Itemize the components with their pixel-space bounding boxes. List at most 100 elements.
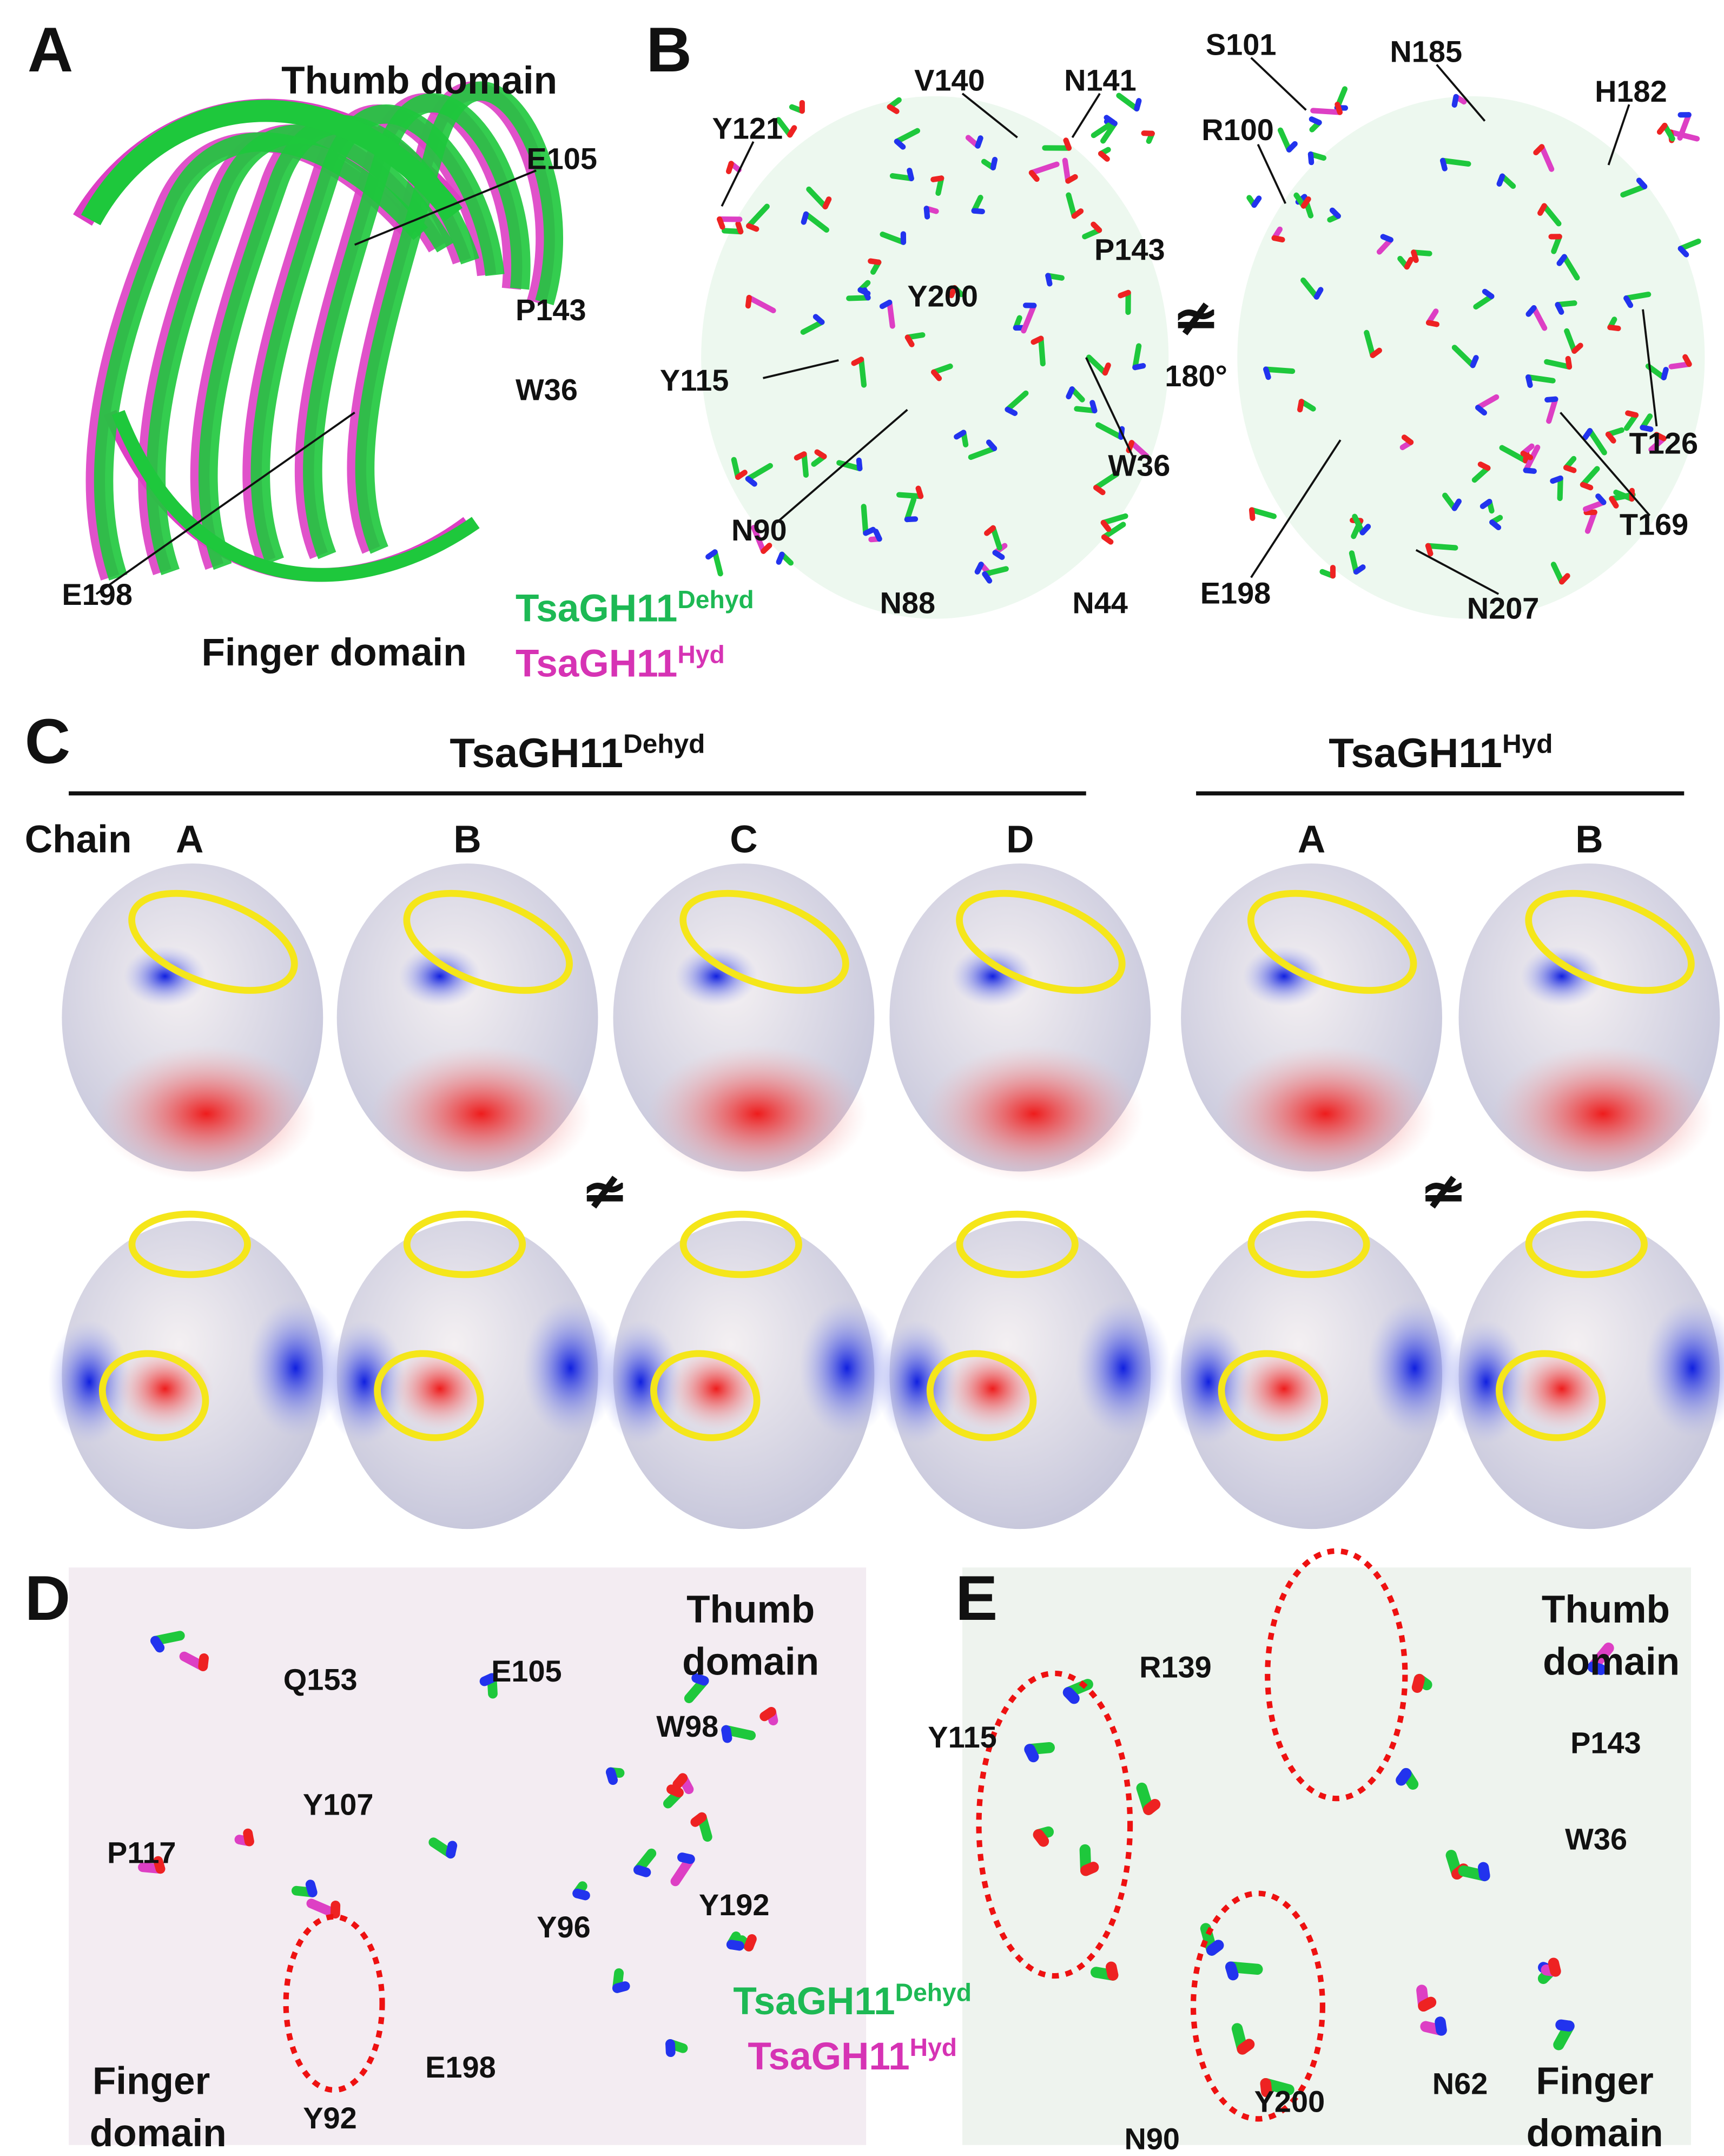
callout: [763, 359, 839, 379]
stick: [1499, 445, 1529, 464]
stick: [1584, 509, 1597, 534]
stick: [1520, 451, 1534, 460]
stick: [1263, 366, 1271, 380]
patch: [123, 946, 207, 1007]
stick: [1555, 302, 1564, 315]
label: W36: [516, 373, 578, 407]
stick: [1093, 485, 1106, 496]
stick: [1525, 305, 1537, 317]
stick: [1541, 203, 1562, 227]
legend-sup: Hyd: [1502, 728, 1553, 759]
artwork: ≄ ≄ ≄: [48, 57, 1724, 2145]
label: V140: [914, 63, 985, 97]
stick: [153, 1856, 166, 1874]
label: Y200: [907, 279, 978, 313]
dashed-highlight: [1190, 1890, 1325, 2122]
stick: [1489, 519, 1502, 531]
label: D: [25, 1562, 70, 1633]
stick: [880, 232, 907, 245]
label: Finger: [93, 2060, 210, 2103]
stick: [1286, 141, 1298, 153]
stick: [1132, 363, 1146, 371]
legend-sup: Hyd: [677, 640, 724, 668]
stick: [606, 1767, 618, 1785]
callout: [1257, 144, 1286, 204]
stick: [746, 223, 759, 232]
stick: [904, 497, 917, 523]
stick: [745, 476, 757, 487]
stick: [1106, 1961, 1119, 1981]
stick: [705, 549, 718, 560]
label: E105: [491, 1654, 562, 1688]
callout: [1071, 93, 1101, 139]
label: R100: [1201, 113, 1274, 147]
stick: [1091, 120, 1117, 139]
stick: [1677, 238, 1701, 252]
callout: [1560, 412, 1651, 517]
patch: [951, 946, 1034, 1007]
label: P143: [1094, 232, 1165, 266]
patch: [522, 1299, 619, 1437]
stick: [1523, 467, 1537, 474]
callout: [1436, 64, 1486, 122]
legend-entry: TsaGH11Dehyd: [516, 585, 754, 630]
label: N62: [1432, 2067, 1488, 2101]
stick: [1656, 122, 1668, 135]
stick: [1118, 289, 1131, 299]
stick: [889, 173, 914, 181]
stick: [150, 1636, 165, 1653]
stick: [1237, 2039, 1255, 2055]
ribbon: [94, 132, 428, 581]
stick: [1620, 183, 1648, 198]
label: A: [28, 14, 73, 85]
ribbon: [81, 100, 463, 226]
stick: [954, 430, 967, 440]
stick: [735, 470, 748, 480]
stick: [887, 299, 895, 329]
stick: [1546, 396, 1558, 424]
stick: [1045, 273, 1053, 287]
stick: [1473, 293, 1495, 310]
dashed-highlight: [1265, 1548, 1408, 1802]
label: domain: [1543, 1640, 1680, 1683]
highlight: [98, 1350, 209, 1441]
stick: [1225, 1961, 1239, 1981]
stick: [1607, 325, 1621, 332]
label: Y115: [928, 1720, 996, 1754]
highlight: [926, 1350, 1037, 1441]
stick: [665, 2039, 676, 2058]
stick: [986, 439, 998, 451]
callout: [961, 93, 1018, 139]
legend-sup: Dehyd: [677, 585, 754, 614]
label: Q153: [283, 1662, 358, 1696]
highlight: [650, 1350, 761, 1441]
label: C: [25, 706, 70, 777]
stick: [801, 211, 809, 225]
stick: [1066, 192, 1077, 219]
stick: [948, 285, 957, 299]
legend-base: TsaGH11: [516, 588, 677, 630]
patch: [1493, 1045, 1713, 1183]
stick: [1297, 399, 1304, 413]
stick: [746, 203, 770, 229]
legend-base: TsaGH11: [516, 642, 677, 685]
stick: [794, 451, 807, 461]
stick: [1104, 115, 1117, 126]
stick: [1098, 150, 1110, 162]
label: N185: [1390, 34, 1462, 68]
stick: [1093, 471, 1120, 491]
stick: [1102, 362, 1111, 376]
highlight: [679, 1210, 802, 1278]
stick: [1640, 425, 1654, 432]
callout: [776, 408, 908, 524]
stick: [1063, 137, 1072, 151]
stick: [1435, 2016, 1447, 2036]
stick: [1028, 161, 1060, 176]
stick: [990, 525, 1002, 551]
stick: [1100, 121, 1118, 144]
stick: [1440, 157, 1471, 167]
stick: [1561, 254, 1580, 281]
stick: [1605, 431, 1616, 444]
stick: [990, 156, 998, 170]
